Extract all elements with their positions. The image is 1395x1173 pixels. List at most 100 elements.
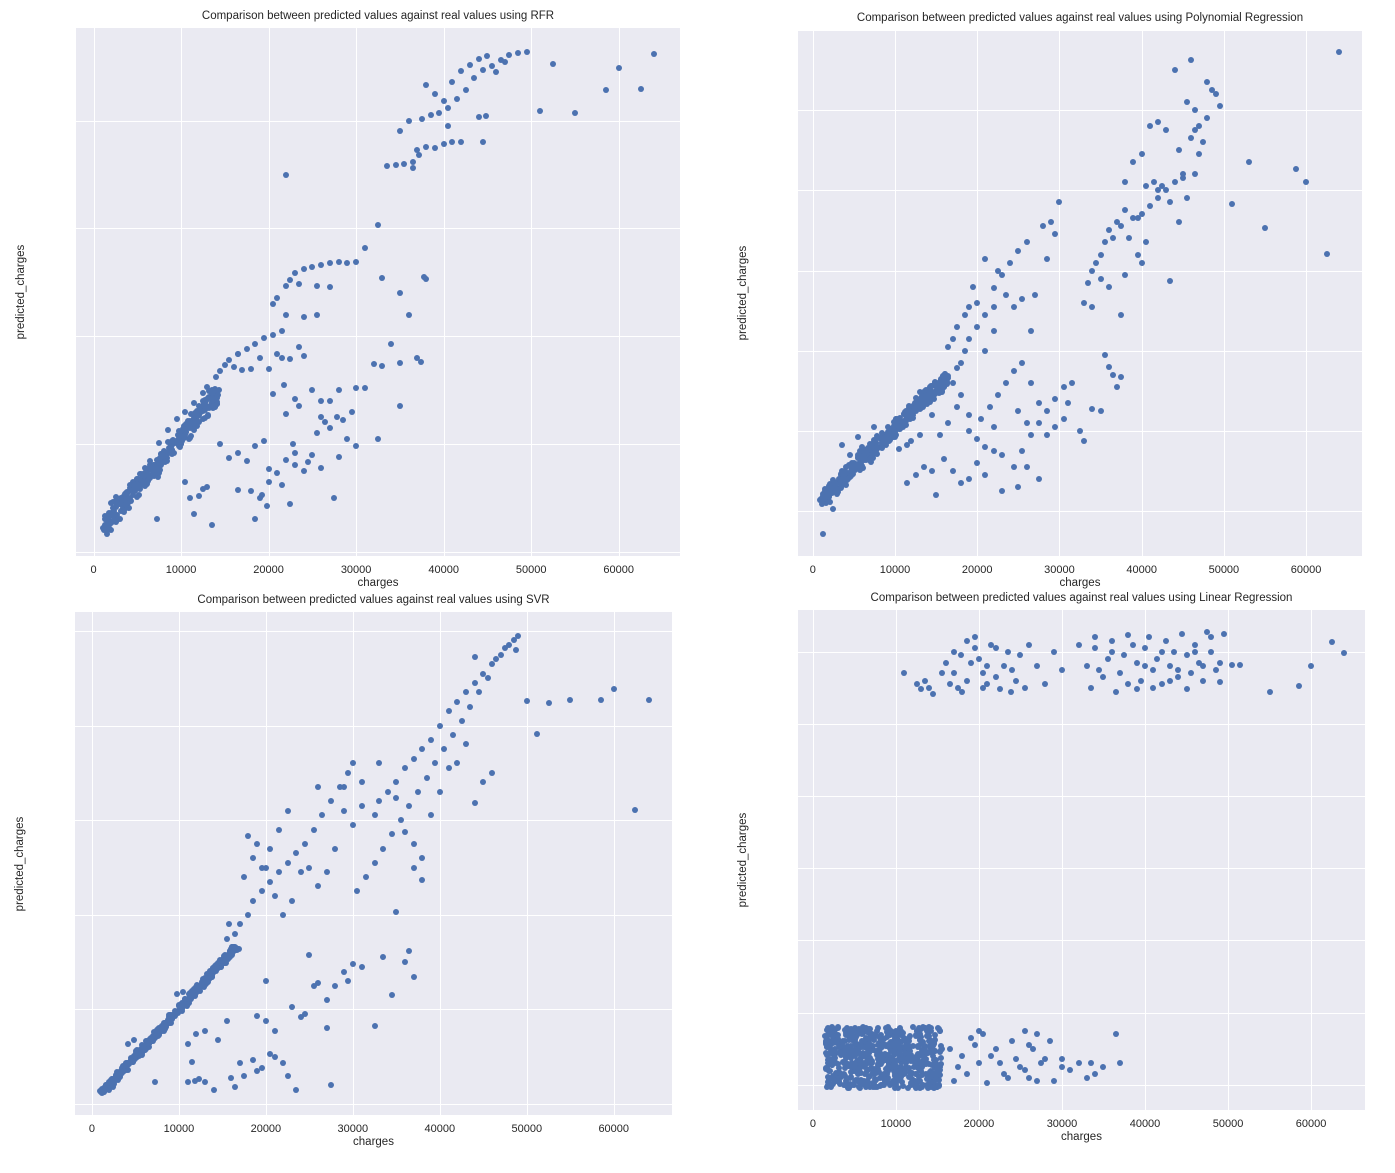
data-point	[975, 1060, 982, 1067]
data-point	[1025, 641, 1032, 648]
data-point	[897, 1025, 904, 1032]
data-point	[353, 384, 360, 391]
data-point	[1167, 277, 1174, 284]
data-point	[462, 87, 469, 94]
data-point	[281, 381, 288, 388]
data-point	[223, 935, 230, 942]
gridline-x	[977, 30, 979, 556]
data-point	[1308, 663, 1315, 670]
x-tick-label: 60000	[1295, 1118, 1327, 1130]
data-point	[1003, 379, 1009, 386]
data-point	[1166, 677, 1173, 684]
data-point	[191, 1078, 198, 1085]
gridline-x	[178, 612, 180, 1115]
data-point	[939, 379, 946, 386]
data-point	[113, 494, 120, 501]
data-point	[249, 855, 256, 862]
data-point	[176, 444, 183, 451]
x-tick-label: 0	[88, 1123, 96, 1135]
data-point	[1060, 383, 1067, 390]
data-point	[291, 462, 298, 469]
data-point	[380, 954, 387, 961]
data-point	[949, 335, 956, 342]
data-point	[177, 1003, 184, 1010]
data-point	[1130, 215, 1137, 222]
data-point	[214, 401, 221, 408]
data-point	[966, 476, 972, 483]
data-point	[287, 277, 294, 284]
data-point	[180, 989, 187, 996]
data-point	[536, 107, 543, 114]
data-point	[101, 524, 108, 531]
data-point	[234, 449, 241, 456]
data-point	[189, 991, 196, 998]
data-point	[1118, 223, 1125, 230]
data-point	[449, 139, 456, 146]
data-point	[868, 1059, 875, 1066]
data-point	[885, 1074, 892, 1081]
data-point	[523, 48, 530, 55]
data-point	[826, 1055, 833, 1062]
data-point	[169, 1014, 176, 1021]
data-point	[190, 987, 197, 994]
data-point	[929, 468, 935, 474]
data-point	[837, 1052, 844, 1059]
data-point	[361, 244, 368, 251]
data-point	[874, 444, 881, 451]
data-point	[213, 374, 220, 381]
data-point	[852, 1077, 859, 1084]
data-point	[1038, 1060, 1045, 1067]
data-point	[166, 448, 173, 455]
data-point	[309, 387, 316, 394]
data-point	[284, 859, 291, 866]
data-point	[471, 654, 478, 661]
data-point	[150, 1037, 157, 1044]
gridline-x	[613, 612, 615, 1115]
data-point	[290, 440, 297, 447]
data-point	[1142, 663, 1148, 670]
data-point	[887, 1047, 894, 1054]
data-point	[835, 488, 842, 495]
data-point	[851, 1025, 858, 1032]
data-point	[1013, 677, 1020, 684]
data-point	[878, 1044, 885, 1051]
data-point	[484, 53, 491, 60]
data-point	[890, 1043, 897, 1050]
data-point	[826, 1028, 833, 1035]
data-point	[186, 494, 193, 501]
data-point	[911, 405, 918, 412]
data-point	[980, 684, 987, 691]
data-point	[1005, 648, 1012, 655]
data-point	[271, 1028, 278, 1035]
data-point	[923, 393, 930, 400]
data-point	[830, 506, 837, 513]
data-point	[1171, 67, 1178, 74]
data-point	[1077, 427, 1083, 434]
data-point	[379, 363, 386, 370]
data-point	[371, 859, 378, 866]
data-point	[1011, 303, 1018, 310]
data-point	[183, 1002, 190, 1009]
gridline-x	[895, 30, 896, 556]
data-point	[125, 1041, 132, 1048]
data-point	[1167, 199, 1174, 206]
data-point	[900, 1044, 907, 1051]
data-point	[383, 162, 390, 169]
data-point	[1328, 638, 1335, 645]
x-tick-label: 60000	[1290, 564, 1322, 576]
data-point	[984, 1080, 991, 1087]
data-point	[280, 1060, 287, 1067]
data-point	[124, 490, 131, 497]
data-point	[890, 1077, 897, 1084]
data-point	[996, 1060, 1003, 1067]
data-point	[899, 1059, 906, 1066]
data-point	[945, 419, 952, 426]
x-tick-label: 60000	[598, 1123, 630, 1135]
data-point	[1187, 670, 1194, 677]
data-point	[431, 90, 438, 97]
data-point	[349, 760, 356, 767]
data-point	[462, 689, 469, 696]
data-point	[445, 765, 452, 772]
data-point	[830, 1080, 837, 1087]
data-point	[133, 484, 140, 491]
